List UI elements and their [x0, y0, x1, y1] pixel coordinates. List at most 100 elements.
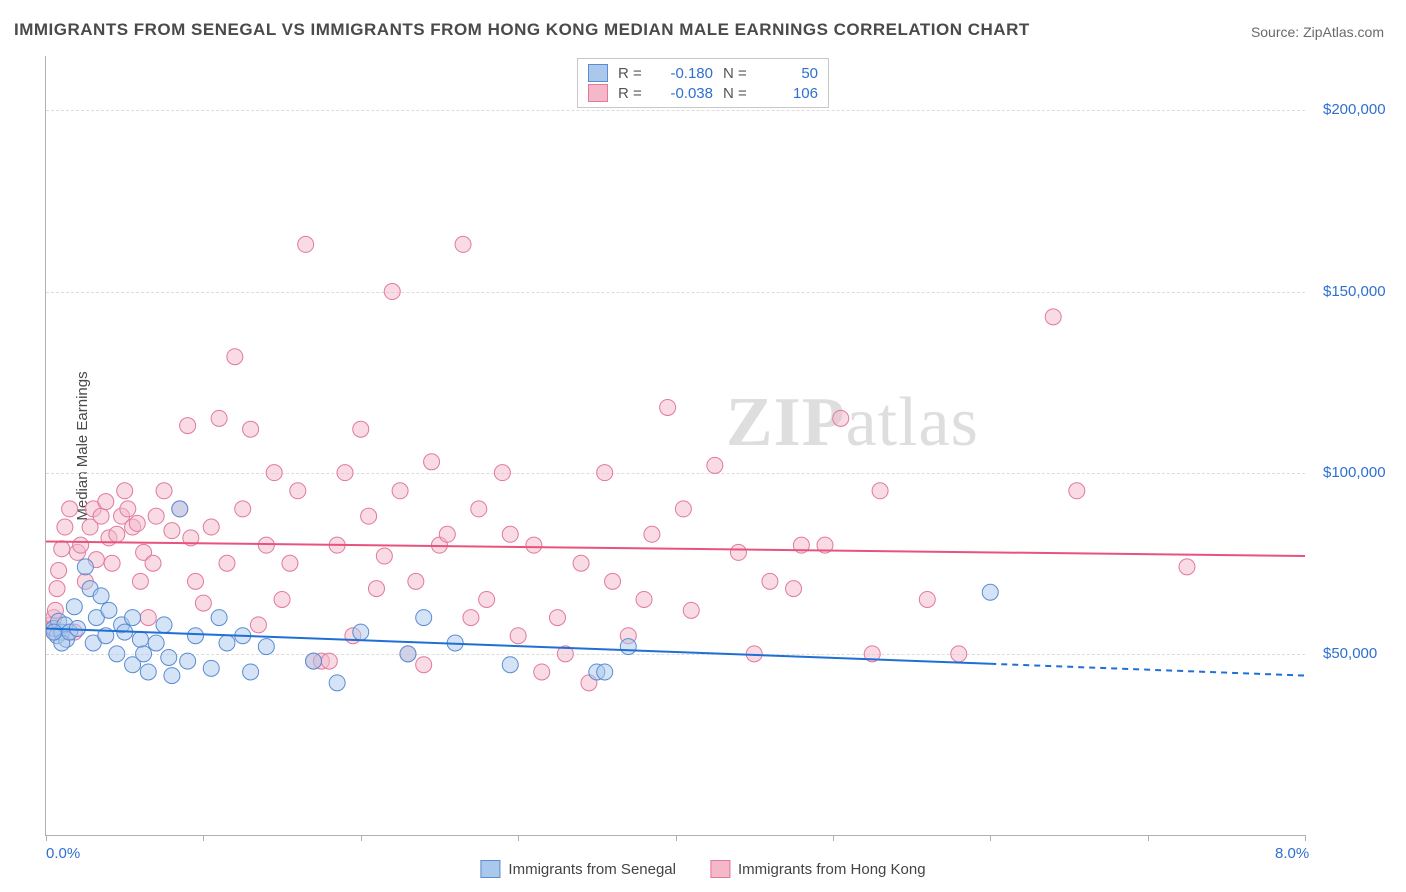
- x-tick: [203, 835, 204, 841]
- data-point-hongkong: [786, 581, 802, 597]
- data-point-hongkong: [479, 591, 495, 607]
- x-tick: [676, 835, 677, 841]
- data-point-hongkong: [361, 508, 377, 524]
- data-point-hongkong: [408, 573, 424, 589]
- data-point-hongkong: [274, 591, 290, 607]
- legend-swatch-hongkong: [710, 860, 730, 878]
- data-point-hongkong: [164, 523, 180, 539]
- x-tick: [1305, 835, 1306, 841]
- data-point-hongkong: [510, 628, 526, 644]
- x-tick-label: 0.0%: [46, 845, 80, 862]
- data-point-hongkong: [93, 508, 109, 524]
- series-legend: Immigrants from Senegal Immigrants from …: [480, 860, 925, 878]
- data-point-senegal: [203, 660, 219, 676]
- data-point-senegal: [109, 646, 125, 662]
- data-point-hongkong: [117, 483, 133, 499]
- x-tick: [518, 835, 519, 841]
- trendline-hongkong: [46, 542, 1305, 556]
- legend-item-hongkong: Immigrants from Hong Kong: [710, 860, 926, 878]
- legend-n-label: N =: [723, 65, 753, 82]
- data-point-hongkong: [573, 555, 589, 571]
- data-point-hongkong: [219, 555, 235, 571]
- data-point-hongkong: [1069, 483, 1085, 499]
- data-point-hongkong: [282, 555, 298, 571]
- data-point-senegal: [329, 675, 345, 691]
- data-point-hongkong: [730, 544, 746, 560]
- data-point-senegal: [136, 646, 152, 662]
- legend-row-hongkong: R = -0.038 N = 106: [588, 83, 818, 103]
- legend-n-value-senegal: 50: [763, 65, 818, 82]
- x-tick: [1148, 835, 1149, 841]
- data-point-senegal: [597, 664, 613, 680]
- data-point-hongkong: [833, 410, 849, 426]
- data-point-hongkong: [424, 454, 440, 470]
- data-point-senegal: [400, 646, 416, 662]
- data-point-senegal: [219, 635, 235, 651]
- x-tick: [46, 835, 47, 841]
- data-point-hongkong: [644, 526, 660, 542]
- legend-n-label: N =: [723, 85, 753, 102]
- data-point-hongkong: [298, 236, 314, 252]
- data-point-senegal: [243, 664, 259, 680]
- data-point-hongkong: [227, 349, 243, 365]
- data-point-senegal: [125, 610, 141, 626]
- legend-n-value-hongkong: 106: [763, 85, 818, 102]
- data-point-hongkong: [73, 537, 89, 553]
- data-point-senegal: [172, 501, 188, 517]
- source-label: Source: ZipAtlas.com: [1251, 24, 1384, 40]
- data-point-hongkong: [463, 610, 479, 626]
- x-tick: [990, 835, 991, 841]
- x-tick-label: 8.0%: [1275, 845, 1309, 862]
- data-point-hongkong: [683, 602, 699, 618]
- data-point-hongkong: [188, 573, 204, 589]
- data-point-senegal: [66, 599, 82, 615]
- data-point-hongkong: [211, 410, 227, 426]
- data-point-hongkong: [762, 573, 778, 589]
- data-point-hongkong: [203, 519, 219, 535]
- data-point-senegal: [161, 649, 177, 665]
- data-point-senegal: [101, 602, 117, 618]
- data-point-hongkong: [353, 421, 369, 437]
- data-point-hongkong: [290, 483, 306, 499]
- data-point-hongkong: [132, 573, 148, 589]
- data-point-senegal: [46, 624, 62, 640]
- data-point-hongkong: [1045, 309, 1061, 325]
- legend-r-label: R =: [618, 65, 648, 82]
- y-tick-label: $50,000: [1323, 645, 1377, 662]
- data-point-senegal: [982, 584, 998, 600]
- data-point-hongkong: [376, 548, 392, 564]
- correlation-legend: R = -0.180 N = 50 R = -0.038 N = 106: [577, 58, 829, 108]
- scatter-svg: [46, 56, 1305, 835]
- data-point-hongkong: [951, 646, 967, 662]
- data-point-senegal: [77, 559, 93, 575]
- data-point-senegal: [502, 657, 518, 673]
- data-point-hongkong: [471, 501, 487, 517]
- data-point-hongkong: [534, 664, 550, 680]
- data-point-senegal: [156, 617, 172, 633]
- data-point-hongkong: [384, 284, 400, 300]
- data-point-hongkong: [549, 610, 565, 626]
- data-point-hongkong: [62, 501, 78, 517]
- data-point-hongkong: [266, 465, 282, 481]
- data-point-hongkong: [526, 537, 542, 553]
- data-point-senegal: [132, 631, 148, 647]
- data-point-senegal: [306, 653, 322, 669]
- data-point-hongkong: [502, 526, 518, 542]
- data-point-hongkong: [250, 617, 266, 633]
- data-point-senegal: [180, 653, 196, 669]
- data-point-hongkong: [368, 581, 384, 597]
- legend-swatch-senegal: [480, 860, 500, 878]
- data-point-hongkong: [919, 591, 935, 607]
- data-point-hongkong: [148, 508, 164, 524]
- data-point-hongkong: [872, 483, 888, 499]
- data-point-hongkong: [439, 526, 455, 542]
- data-point-hongkong: [235, 501, 251, 517]
- data-point-senegal: [211, 610, 227, 626]
- data-point-hongkong: [1179, 559, 1195, 575]
- data-point-senegal: [416, 610, 432, 626]
- legend-item-senegal: Immigrants from Senegal: [480, 860, 676, 878]
- y-tick-label: $100,000: [1323, 464, 1386, 481]
- data-point-hongkong: [636, 591, 652, 607]
- data-point-senegal: [620, 639, 636, 655]
- legend-r-label: R =: [618, 85, 648, 102]
